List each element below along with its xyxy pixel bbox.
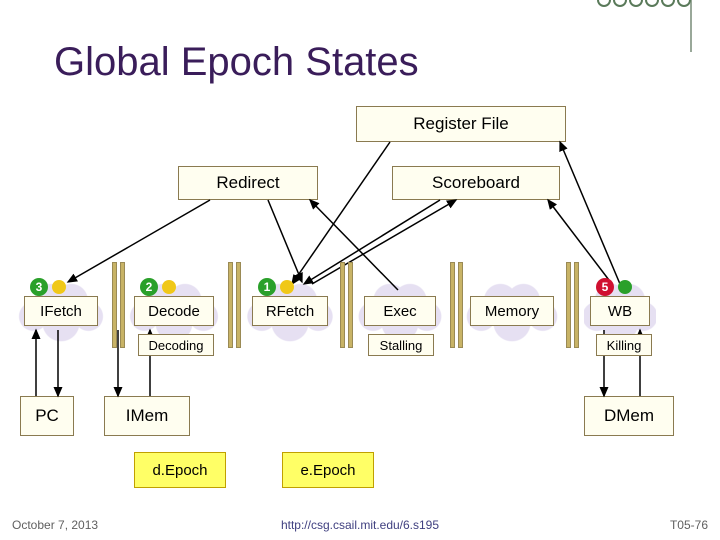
stage-badge-decode: 2	[140, 278, 158, 296]
pipeline-divider-icon	[120, 262, 125, 348]
stalling-label-box: Stalling	[368, 334, 434, 356]
stage-dot-wb	[618, 280, 632, 294]
stage-exec: Exec	[364, 296, 436, 326]
pipeline-divider-icon	[574, 262, 579, 348]
stage-rfetch: RFetch	[252, 296, 328, 326]
pipeline-divider-icon	[566, 262, 571, 348]
pipeline-divider-icon	[112, 262, 117, 348]
pipeline-divider-icon	[450, 262, 455, 348]
pipeline-divider-icon	[458, 262, 463, 348]
stage-dot-ifetch	[52, 280, 66, 294]
pipeline-divider-icon	[340, 262, 345, 348]
pipeline-divider-icon	[228, 262, 233, 348]
stage-badge-ifetch: 3	[30, 278, 48, 296]
stage-decode: Decode	[134, 296, 214, 326]
decoding-label-box: Decoding	[138, 334, 214, 356]
stage-ifetch: IFetch	[24, 296, 98, 326]
stage-badge-rfetch: 1	[258, 278, 276, 296]
pipeline-divider-icon	[236, 262, 241, 348]
stage-wb: WB	[590, 296, 650, 326]
stage-dot-rfetch	[280, 280, 294, 294]
stage-badge-wb: 5	[596, 278, 614, 296]
stage-dot-decode	[162, 280, 176, 294]
pipeline-divider-icon	[348, 262, 353, 348]
stage-memory: Memory	[470, 296, 554, 326]
arrows-layer	[0, 0, 720, 540]
killing-label-box: Killing	[596, 334, 652, 356]
